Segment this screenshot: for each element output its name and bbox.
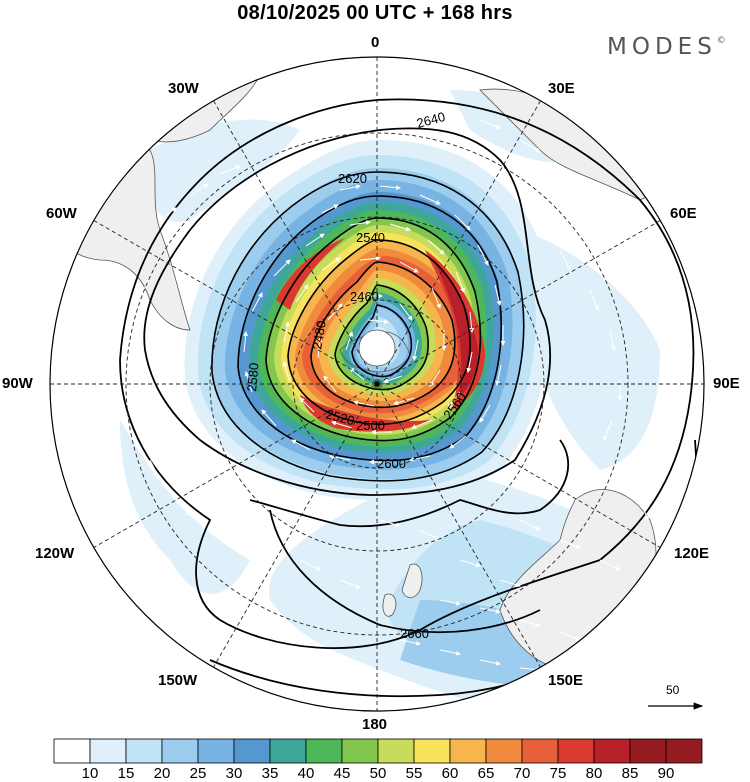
colorbar-swatch — [665, 738, 703, 764]
contour-label-2580: 2580 — [244, 362, 261, 392]
lon-label-90e: 90E — [713, 375, 740, 392]
colorbar-swatch — [557, 738, 595, 764]
colorbar-tick-label: 20 — [153, 765, 171, 782]
colorbar-swatch — [413, 738, 451, 764]
brand-name: MODES — [607, 34, 717, 60]
colorbar-tick-label: 35 — [261, 765, 279, 782]
contour-label-2500: 2500 — [356, 418, 385, 433]
map-title: 08/10/2025 00 UTC + 168 hrs — [237, 2, 513, 24]
contour-label-2640: 2640 — [415, 109, 447, 131]
colorbar-tick-label: 30 — [225, 765, 243, 782]
colorbar-tick-label: 55 — [405, 765, 423, 782]
pole-marker — [374, 381, 380, 387]
antarctic-plateau-mask — [358, 329, 396, 367]
colorbar-tick-label: 25 — [189, 765, 207, 782]
graticule — [50, 57, 704, 711]
map-boundary — [49, 56, 705, 712]
colorbar-swatch — [197, 738, 235, 764]
colorbar-swatch — [521, 738, 559, 764]
colorbar-tick-label: 40 — [297, 765, 315, 782]
lon-label-150e: 150E — [548, 672, 584, 689]
lon-label-60w: 60W — [46, 205, 77, 222]
colorbar-swatch — [89, 738, 127, 764]
lon-label-30e: 30E — [548, 80, 575, 97]
colorbar-tick-label: 70 — [513, 765, 531, 782]
colorbar-tick-label: 75 — [549, 765, 567, 782]
colorbar-tick-label: 80 — [585, 765, 603, 782]
lon-label-60e: 60E — [670, 205, 697, 222]
brand-logo: MODES© — [607, 34, 726, 60]
contour-label-2540: 2540 — [356, 230, 385, 245]
contour-label-2600: 2600 — [377, 456, 406, 471]
lon-label-30w: 30W — [168, 80, 199, 97]
colorbar-tick-label: 45 — [333, 765, 351, 782]
colorbar-swatch — [485, 738, 523, 764]
colorbar-tick-label: 10 — [81, 765, 99, 782]
colorbar-swatch — [161, 738, 199, 764]
colorbar-swatch — [125, 738, 163, 764]
colorbar-tick-label: 65 — [477, 765, 495, 782]
colorbar — [53, 738, 703, 764]
contour-label-2620: 2620 — [338, 171, 367, 186]
lon-label-180: 180 — [362, 716, 388, 733]
colorbar-swatch — [305, 738, 343, 764]
colorbar-swatch — [449, 738, 487, 764]
lon-label-120w: 120W — [35, 545, 75, 562]
reference-vector-label: 50 — [666, 683, 680, 697]
lon-label-90w: 90W — [2, 375, 33, 392]
lon-label-120e: 120E — [674, 545, 710, 562]
contour-label-2460: 2460 — [350, 289, 379, 304]
colorbar-swatch — [233, 738, 271, 764]
colorbar-tick-label: 85 — [621, 765, 639, 782]
lon-label-150w: 150W — [158, 672, 198, 689]
colorbar-swatch — [629, 738, 667, 764]
colorbar-tick-label: 50 — [369, 765, 387, 782]
colorbar-swatch — [593, 738, 631, 764]
colorbar-tick-label: 60 — [441, 765, 459, 782]
colorbar-tick-label: 15 — [117, 765, 135, 782]
lon-label-0: 0 — [371, 34, 380, 51]
contour-label-2480: 2480 — [309, 319, 329, 350]
colorbar-swatch — [341, 738, 379, 764]
colorbar-swatch — [53, 738, 91, 764]
contour-label-2660: 2660 — [400, 626, 429, 641]
brand-copyright: © — [716, 36, 726, 46]
colorbar-swatch — [377, 738, 415, 764]
contour-label-2520: 2520 — [324, 406, 356, 428]
colorbar-tick-label: 90 — [657, 765, 675, 782]
colorbar-swatch — [269, 738, 307, 764]
